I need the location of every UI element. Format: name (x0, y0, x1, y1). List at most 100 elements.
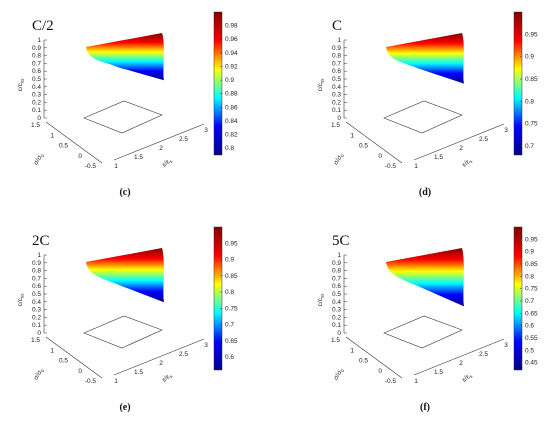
z-tick-label: 0.9 (332, 260, 341, 267)
x-tick-label: 2 (159, 145, 163, 152)
colorbar-tick-label: 0.7 (525, 143, 534, 150)
panel-label: (c) (119, 187, 130, 198)
y-tick-label: -0.5 (85, 163, 97, 170)
y-tick-label: 0 (378, 153, 382, 160)
y-tick-label: 0.5 (359, 143, 368, 150)
colorbar-tick-label: 0.8 (525, 98, 534, 105)
z-tick-label: 0.5 (32, 291, 41, 298)
x-tick-label: 2.5 (479, 136, 488, 143)
colorbar-tick-label: 0.8 (525, 273, 534, 280)
x-tick-label: 1 (414, 378, 418, 385)
y-tick-label: 1 (50, 132, 54, 139)
colorbar-tick-label: 0.82 (225, 132, 238, 139)
x-axis-label: ε/εs (161, 372, 174, 385)
x-axis-line (113, 123, 205, 161)
chart-panel-4: 00.10.20.30.40.50.60.70.80.91c/css-0.500… (317, 226, 538, 413)
colorbar-tick-label: 0.65 (225, 338, 238, 345)
z-tick-label: 0 (37, 330, 41, 337)
x-tick-label: 3 (204, 127, 208, 134)
x-axis-label: ε/εs (461, 157, 474, 170)
surface-plot (86, 248, 164, 303)
z-tick-label: 0.2 (332, 314, 341, 321)
z-axis-label: c/css (17, 293, 25, 307)
x-tick-label: 1.5 (434, 154, 443, 161)
colorbar-tick-label: 0.95 (225, 240, 238, 247)
surface-plot (386, 248, 464, 307)
z-axis-label-group: c/css (317, 78, 325, 92)
z-tick-label: 0.8 (32, 53, 41, 60)
z-tick-label: 0.4 (32, 299, 41, 306)
colorbar (213, 11, 223, 156)
colorbar-tick-label: 0.96 (225, 36, 238, 43)
colorbar-tick-label: 0.8 (225, 145, 234, 152)
colorbar-tick-label: 0.9 (525, 249, 534, 256)
colorbar-tick-label: 0.65 (525, 310, 538, 317)
x-tick-label: 1.5 (434, 369, 443, 376)
z-tick-label: 0.8 (332, 53, 341, 60)
y-tick-label: 0 (378, 368, 382, 375)
y-tick-label: 0.5 (59, 358, 68, 365)
x-tick-label: 2.5 (179, 351, 188, 358)
y-axis-line (45, 121, 103, 164)
colorbar (213, 226, 223, 371)
x-tick-label: 3 (204, 342, 208, 349)
y-tick-label: 1.5 (331, 337, 340, 344)
colorbar-tick-label: 0.55 (525, 335, 538, 342)
z-tick-label: 0.4 (332, 299, 341, 306)
y-tick-label: 1 (50, 347, 54, 354)
z-tick-label: 0.3 (32, 307, 41, 314)
colorbar-tick-label: 0.98 (225, 23, 238, 30)
colorbar (513, 226, 523, 371)
y-tick-label: 0 (78, 368, 82, 375)
x-tick-label: 2.5 (479, 351, 488, 358)
colorbar-tick-label: 0.75 (525, 121, 538, 128)
colorbar-tick-label: 0.85 (525, 261, 538, 268)
x-tick-label: 2 (159, 360, 163, 367)
y-axis-label: σ/σ0 (33, 152, 46, 167)
floor-projection (83, 100, 163, 134)
z-axis-label: c/css (317, 78, 325, 92)
z-tick-label: 1 (37, 37, 41, 44)
z-tick-label: 0 (37, 115, 41, 122)
z-tick-label: 0.9 (32, 45, 41, 52)
colorbar-tick-label: 0.7 (525, 298, 534, 305)
x-tick-label: 1.5 (134, 154, 143, 161)
z-tick-label: 0.6 (32, 68, 41, 75)
colorbar-tick-label: 0.84 (225, 118, 238, 125)
colorbar-tick-label: 0.94 (225, 50, 238, 57)
y-axis-line (345, 336, 403, 379)
colorbar-tick-label: 0.75 (525, 286, 538, 293)
chart-panel-3: 00.10.20.30.40.50.60.70.80.91c/css-0.500… (17, 226, 238, 413)
x-tick-label: 2 (459, 145, 463, 152)
z-tick-label: 0.2 (332, 99, 341, 106)
z-tick-label: 1 (337, 37, 341, 44)
colorbar-tick-label: 0.9 (525, 54, 534, 61)
colorbar-tick-label: 0.88 (225, 91, 238, 98)
x-tick-label: 3 (504, 342, 508, 349)
z-tick-label: 1 (337, 252, 341, 259)
panel-title: C/2 (32, 18, 54, 34)
y-tick-label: 0 (78, 153, 82, 160)
z-tick-label: 0.4 (332, 84, 341, 91)
x-axis-label: ε/εs (161, 157, 174, 170)
z-tick-label: 0.7 (332, 60, 341, 67)
z-axis-label-group: c/css (17, 293, 25, 307)
z-tick-label: 0 (337, 115, 341, 122)
z-tick-label: 0.6 (332, 283, 341, 290)
z-tick-label: 1 (37, 252, 41, 259)
colorbar-tick-label: 0.6 (525, 323, 534, 330)
y-tick-label: 0.5 (359, 358, 368, 365)
z-axis-label-group: c/css (17, 78, 25, 92)
z-tick-label: 0.3 (332, 92, 341, 99)
z-tick-label: 0.8 (332, 268, 341, 275)
colorbar-tick-label: 0.92 (225, 63, 238, 70)
y-tick-label: 1.5 (331, 122, 340, 129)
z-tick-label: 0.3 (332, 307, 341, 314)
z-tick-label: 0.3 (32, 92, 41, 99)
panel-label: (f) (420, 402, 430, 413)
colorbar-tick-label: 0.95 (525, 31, 538, 38)
y-axis-label: σ/σ0 (333, 152, 346, 167)
x-axis-line (413, 123, 505, 161)
surface-plot (86, 33, 164, 81)
